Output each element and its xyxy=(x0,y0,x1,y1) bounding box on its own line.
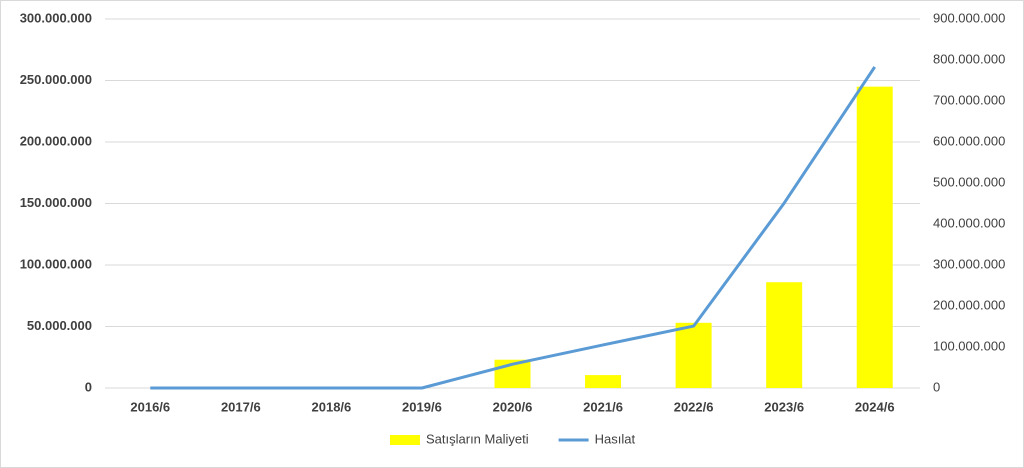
y2-tick-label: 0 xyxy=(933,379,940,394)
bar xyxy=(856,86,893,389)
x-tick-label: 2021/6 xyxy=(583,399,623,414)
y2-tick-label: 800.000.000 xyxy=(933,51,1005,66)
x-tick-label: 2019/6 xyxy=(402,399,442,414)
y2-tick-label: 400.000.000 xyxy=(933,215,1005,230)
y-tick-label: 100.000.000 xyxy=(20,256,92,271)
y2-tick-label: 500.000.000 xyxy=(933,174,1005,189)
x-tick-label: 2017/6 xyxy=(221,399,261,414)
x-tick-label: 2016/6 xyxy=(130,399,170,414)
legend-label: Satışların Maliyeti xyxy=(426,431,529,446)
y-tick-label: 250.000.000 xyxy=(20,72,92,87)
y-tick-label: 50.000.000 xyxy=(27,318,92,333)
x-tick-label: 2018/6 xyxy=(312,399,352,414)
x-tick-label: 2020/6 xyxy=(493,399,533,414)
bar xyxy=(766,282,803,388)
y2-tick-label: 200.000.000 xyxy=(933,297,1005,312)
legend-label: Hasılat xyxy=(595,431,636,446)
x-tick-label: 2022/6 xyxy=(674,399,714,414)
y2-tick-label: 300.000.000 xyxy=(933,256,1005,271)
y2-tick-label: 700.000.000 xyxy=(933,92,1005,107)
y-tick-label: 200.000.000 xyxy=(20,133,92,148)
bar xyxy=(585,375,622,388)
bar xyxy=(675,322,712,388)
x-tick-label: 2023/6 xyxy=(764,399,804,414)
y-tick-label: 0 xyxy=(85,379,92,394)
y-tick-label: 300.000.000 xyxy=(20,10,92,25)
x-tick-label: 2024/6 xyxy=(855,399,895,414)
y2-tick-label: 600.000.000 xyxy=(933,133,1005,148)
y-tick-label: 150.000.000 xyxy=(20,195,92,210)
legend-swatch xyxy=(390,435,420,445)
y2-tick-label: 900.000.000 xyxy=(933,10,1005,25)
y2-tick-label: 100.000.000 xyxy=(933,338,1005,353)
line xyxy=(150,66,876,390)
